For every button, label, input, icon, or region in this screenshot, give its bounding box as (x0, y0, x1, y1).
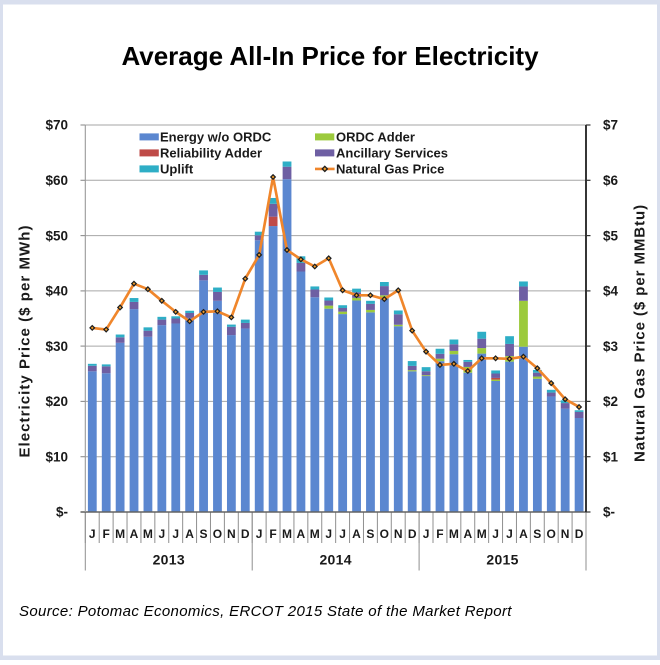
svg-text:J: J (256, 527, 263, 541)
svg-text:Source: Potomac Economics, ERC: Source: Potomac Economics, ERCOT 2015 St… (19, 603, 512, 620)
svg-text:$6: $6 (603, 173, 619, 188)
svg-text:J: J (158, 527, 165, 541)
svg-text:S: S (533, 527, 541, 541)
svg-text:$50: $50 (45, 228, 68, 243)
svg-text:J: J (325, 527, 332, 541)
svg-text:M: M (143, 527, 153, 541)
svg-text:A: A (130, 527, 139, 541)
svg-text:M: M (310, 527, 320, 541)
svg-text:$7: $7 (603, 118, 618, 133)
svg-text:$10: $10 (45, 449, 68, 464)
svg-text:A: A (297, 527, 306, 541)
svg-text:A: A (352, 527, 361, 541)
svg-text:$-: $- (603, 505, 615, 520)
svg-text:M: M (282, 527, 292, 541)
svg-text:$5: $5 (603, 228, 619, 243)
svg-text:F: F (269, 527, 276, 541)
svg-text:Energy w/o ORDC: Energy w/o ORDC (160, 130, 272, 145)
svg-text:$60: $60 (45, 173, 68, 188)
svg-text:J: J (89, 527, 96, 541)
svg-text:F: F (102, 527, 109, 541)
svg-text:$2: $2 (603, 394, 618, 409)
svg-text:$40: $40 (45, 284, 68, 299)
svg-text:N: N (561, 527, 570, 541)
svg-text:Natural Gas Price: Natural Gas Price (336, 162, 444, 177)
svg-text:M: M (477, 527, 487, 541)
svg-text:J: J (172, 527, 179, 541)
svg-text:Average All-In Price for Elect: Average All-In Price for Electricity (121, 41, 539, 71)
svg-text:O: O (380, 527, 389, 541)
svg-text:2013: 2013 (153, 552, 185, 568)
svg-text:Reliability Adder: Reliability Adder (160, 146, 262, 161)
svg-text:M: M (449, 527, 459, 541)
svg-text:$20: $20 (45, 394, 68, 409)
svg-text:J: J (492, 527, 499, 541)
svg-text:Ancillary Services: Ancillary Services (336, 146, 448, 161)
svg-text:D: D (575, 527, 584, 541)
svg-text:A: A (185, 527, 194, 541)
svg-text:D: D (408, 527, 417, 541)
svg-text:A: A (519, 527, 528, 541)
svg-text:A: A (463, 527, 472, 541)
svg-text:ORDC Adder: ORDC Adder (336, 130, 415, 145)
svg-text:N: N (227, 527, 236, 541)
svg-text:$3: $3 (603, 339, 619, 354)
svg-text:O: O (213, 527, 222, 541)
svg-text:S: S (366, 527, 374, 541)
svg-text:Electricity Price ($ per MWh): Electricity Price ($ per MWh) (17, 224, 34, 457)
svg-text:O: O (547, 527, 556, 541)
svg-text:M: M (115, 527, 125, 541)
svg-text:$70: $70 (45, 118, 68, 133)
svg-text:2015: 2015 (486, 552, 518, 568)
svg-text:$1: $1 (603, 449, 619, 464)
svg-text:J: J (339, 527, 346, 541)
svg-text:J: J (423, 527, 430, 541)
svg-text:Natural Gas Price ($ per MMBtu: Natural Gas Price ($ per MMBtu) (632, 204, 649, 462)
svg-text:D: D (241, 527, 250, 541)
svg-text:N: N (394, 527, 403, 541)
svg-text:$4: $4 (603, 284, 619, 299)
svg-text:$-: $- (56, 505, 68, 520)
svg-text:$30: $30 (45, 339, 68, 354)
svg-text:Uplift: Uplift (160, 162, 194, 177)
svg-text:J: J (506, 527, 513, 541)
svg-text:S: S (200, 527, 208, 541)
svg-text:2014: 2014 (319, 552, 351, 568)
svg-text:F: F (436, 527, 443, 541)
